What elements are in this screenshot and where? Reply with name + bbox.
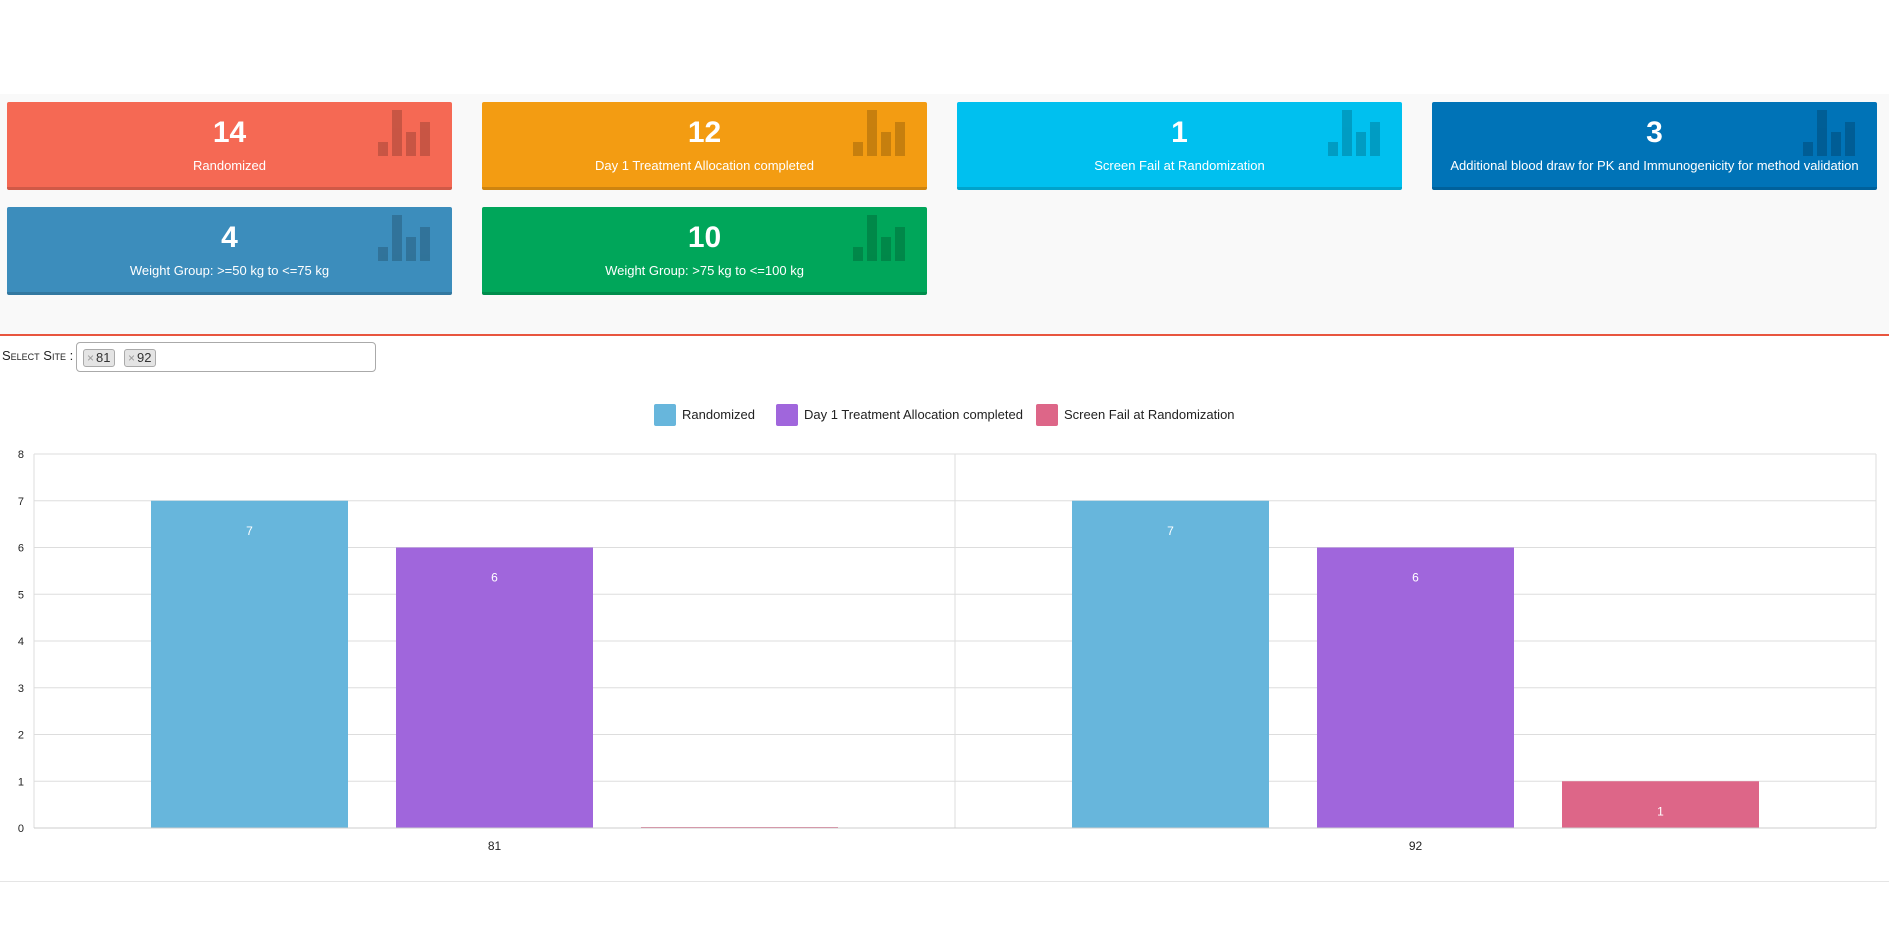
bar-92-2 (1562, 781, 1759, 828)
y-tick-label: 1 (18, 776, 24, 788)
site-tag-label: 81 (96, 350, 111, 365)
stat-label: Day 1 Treatment Allocation completed (595, 158, 814, 173)
legend-swatch (654, 404, 676, 426)
y-tick-label: 0 (18, 823, 24, 835)
stat-card-day1-allocation[interactable]: 12 Day 1 Treatment Allocation completed (482, 102, 927, 190)
remove-tag-icon[interactable]: × (128, 351, 136, 365)
bar-value-label: 7 (1167, 524, 1174, 538)
legend-label: Day 1 Treatment Allocation completed (804, 407, 1023, 422)
stat-label: Additional blood draw for PK and Immunog… (1450, 158, 1859, 173)
legend-label: Randomized (682, 407, 755, 422)
summary-panel: 14 Randomized 12 Day 1 Treatment Allocat… (0, 94, 1889, 336)
x-tick-label: 81 (488, 839, 502, 853)
bar-81-0 (151, 500, 348, 828)
stat-value: 12 (687, 116, 722, 149)
stat-card-screen-fail[interactable]: 1 Screen Fail at Randomization (957, 102, 1402, 190)
site-tag-label: 92 (137, 350, 152, 365)
bar-chart-icon (378, 110, 430, 156)
bar-chart-icon (1328, 110, 1380, 156)
stat-value: 10 (687, 221, 722, 254)
stat-label: Randomized (193, 158, 266, 173)
site-tag-81[interactable]: × 81 (83, 349, 116, 367)
x-tick-label: 92 (1409, 839, 1423, 853)
bar-chart: 0 1 2 3 4 5 6 7 8 7 6 81 7 6 1 92 (18, 449, 1877, 853)
bar-chart-icon (853, 110, 905, 156)
stat-card-randomized[interactable]: 14 Randomized (7, 102, 452, 190)
site-multiselect[interactable]: × 81 × 92 (76, 342, 376, 372)
stat-card-weight-50-75[interactable]: 4 Weight Group: >=50 kg to <=75 kg (7, 207, 452, 295)
divider (0, 881, 1889, 882)
legend-swatch (1036, 404, 1058, 426)
legend-label: Screen Fail at Randomization (1064, 407, 1235, 422)
y-tick-label: 2 (18, 730, 24, 742)
stat-value: 14 (212, 116, 247, 149)
bar-value-label: 1 (1657, 804, 1664, 818)
y-tick-label: 8 (18, 449, 24, 461)
remove-tag-icon[interactable]: × (87, 351, 95, 365)
y-tick-label: 6 (18, 543, 24, 555)
stat-value: 3 (1646, 116, 1663, 149)
bar-81-1 (396, 547, 593, 828)
bar-92-1 (1317, 547, 1514, 828)
bar-chart-icon (853, 215, 905, 261)
stat-label: Weight Group: >75 kg to <=100 kg (605, 263, 804, 278)
bar-92-0 (1072, 500, 1269, 828)
legend-swatch (776, 404, 798, 426)
y-tick-label: 4 (18, 636, 24, 648)
y-tick-label: 5 (18, 589, 24, 601)
bar-value-label: 7 (246, 524, 253, 538)
stat-value: 1 (1171, 116, 1188, 149)
stat-label: Weight Group: >=50 kg to <=75 kg (129, 263, 330, 278)
y-tick-label: 7 (18, 496, 24, 508)
select-site-label: Select Site : (2, 348, 74, 363)
bar-value-label: 6 (491, 571, 498, 585)
site-tag-92[interactable]: × 92 (124, 349, 157, 367)
stat-card-weight-75-100[interactable]: 10 Weight Group: >75 kg to <=100 kg (482, 207, 927, 295)
bar-chart-icon (1803, 110, 1855, 156)
y-tick-label: 3 (18, 683, 24, 695)
stat-label: Screen Fail at Randomization (1094, 158, 1265, 173)
bar-value-label: 6 (1412, 571, 1419, 585)
stat-card-blood-draw[interactable]: 3 Additional blood draw for PK and Immun… (1432, 102, 1877, 190)
bar-chart-icon (378, 215, 430, 261)
stat-value: 4 (221, 221, 238, 254)
